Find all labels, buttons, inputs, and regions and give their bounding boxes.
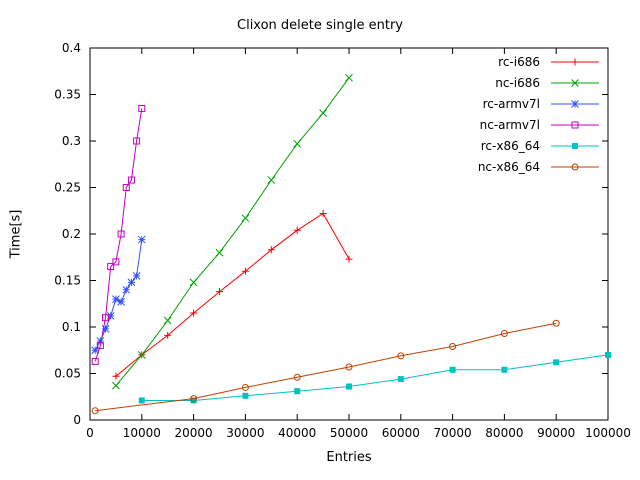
x-tick-label: 10000 bbox=[123, 426, 161, 440]
legend-label: rc-x86_64 bbox=[481, 139, 540, 153]
legend-label: rc-armv7l bbox=[483, 97, 540, 111]
x-tick-label: 70000 bbox=[434, 426, 472, 440]
x-tick-label: 30000 bbox=[226, 426, 264, 440]
x-tick-label: 0 bbox=[86, 426, 94, 440]
x-tick-label: 50000 bbox=[330, 426, 368, 440]
legend-label: nc-i686 bbox=[495, 76, 540, 90]
x-tick-label: 100000 bbox=[585, 426, 631, 440]
series-rc-x86_64 bbox=[138, 351, 611, 404]
y-tick-label: 0.35 bbox=[54, 88, 81, 102]
legend: rc-i686 nc-i686 rc-armv7l nc-armv7l rc-x86_6… bbox=[478, 55, 599, 174]
chart-title: Clixon delete single entry bbox=[237, 18, 403, 33]
x-tick-label: 90000 bbox=[537, 426, 575, 440]
y-tick-label: 0.05 bbox=[54, 367, 81, 381]
legend-label: nc-x86_64 bbox=[478, 160, 540, 174]
y-tick-label: 0.4 bbox=[62, 41, 81, 55]
x-axis-label: Entries bbox=[326, 450, 372, 465]
y-tick-label: 0.1 bbox=[62, 320, 81, 334]
series-rc-i686 bbox=[112, 210, 353, 380]
y-tick-label: 0 bbox=[73, 413, 81, 427]
y-tick-label: 0.3 bbox=[62, 134, 81, 148]
y-tick-label: 0.15 bbox=[54, 274, 81, 288]
series-nc-x86_64 bbox=[91, 319, 560, 415]
series-nc-armv7l bbox=[91, 104, 146, 365]
x-tick-label: 60000 bbox=[382, 426, 420, 440]
legend-label: nc-armv7l bbox=[480, 118, 540, 132]
x-tick-label: 40000 bbox=[278, 426, 316, 440]
y-tick-label: 0.25 bbox=[54, 181, 81, 195]
legend-label: rc-i686 bbox=[498, 55, 540, 69]
series-rc-armv7l bbox=[91, 235, 146, 355]
y-tick-label: 0.2 bbox=[62, 227, 81, 241]
x-tick-label: 20000 bbox=[175, 426, 213, 440]
x-tick-label: 80000 bbox=[485, 426, 523, 440]
series-nc-i686 bbox=[112, 73, 353, 390]
